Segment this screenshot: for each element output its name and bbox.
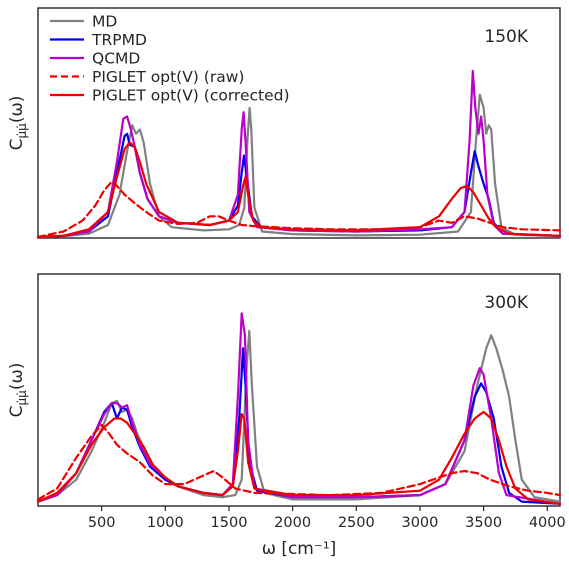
top-plot-frame bbox=[37, 7, 561, 239]
top-series-group bbox=[36, 69, 562, 238]
legend-label-piglet-opt-v-corrected: PIGLET opt(V) (corrected) bbox=[92, 87, 290, 105]
x-axis-ticks: 500 1000 1500 2000 2500 3000 3500 4000 bbox=[88, 506, 566, 531]
x-tick-label: 3500 bbox=[465, 515, 502, 531]
x-tick-label: 1500 bbox=[211, 515, 248, 531]
top-md-line bbox=[36, 93, 562, 238]
bottom-piglet-opt-v-raw-line bbox=[36, 423, 562, 501]
top-piglet-opt-v-raw-line bbox=[36, 180, 562, 238]
legend-label-piglet-opt-v-raw: PIGLET opt(V) (raw) bbox=[92, 68, 244, 86]
x-tick-label: 2500 bbox=[338, 515, 375, 531]
bottom-panel: 300K 500 1000 1500 2000 2500 3000 3500 4000 Cμ̇… bbox=[7, 273, 566, 559]
top-piglet-opt-v-corrected-line bbox=[36, 141, 562, 238]
bottom-piglet-opt-v-corrected-line bbox=[36, 410, 562, 505]
bottom-series-group bbox=[36, 312, 562, 505]
legend-label-trpmd: TRPMD bbox=[91, 31, 147, 49]
x-tick-label: 1000 bbox=[147, 515, 184, 531]
x-axis-label: ω [cm⁻¹] bbox=[262, 539, 337, 559]
x-tick-label: 4000 bbox=[529, 515, 566, 531]
bottom-trpmd-line bbox=[36, 347, 562, 505]
bottom-temperature-label: 300K bbox=[484, 293, 528, 313]
legend-label-md: MD bbox=[92, 13, 117, 31]
legend-label-qcmd: QCMD bbox=[92, 50, 140, 68]
top-trpmd-line bbox=[36, 132, 562, 238]
top-qcmd-line bbox=[36, 69, 562, 238]
x-tick-label: 500 bbox=[88, 515, 116, 531]
top-y-axis-label: Cμ̇μ̇(ω) bbox=[7, 96, 29, 151]
x-tick-label: 3000 bbox=[401, 515, 438, 531]
top-temperature-label: 150K bbox=[484, 27, 528, 47]
x-tick-label: 2000 bbox=[274, 515, 311, 531]
bottom-qcmd-line bbox=[36, 312, 562, 505]
bottom-plot-frame bbox=[37, 273, 561, 507]
bottom-y-axis-label: Cμ̇μ̇(ω) bbox=[7, 363, 29, 418]
